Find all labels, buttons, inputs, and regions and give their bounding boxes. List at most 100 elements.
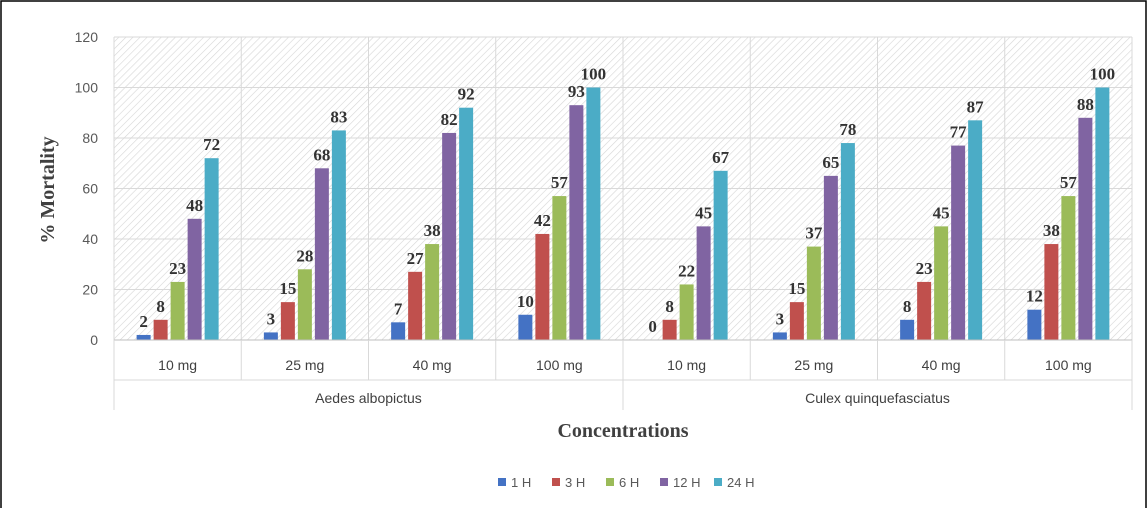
data-label: 3 [776, 309, 785, 328]
y-tick-label: 120 [75, 29, 99, 45]
data-label: 38 [1043, 221, 1060, 240]
legend-swatch [714, 478, 722, 486]
bar [840, 143, 855, 340]
data-label: 23 [916, 259, 933, 278]
x-tick-label: 100 mg [1045, 357, 1092, 373]
bar [425, 244, 440, 340]
legend-swatch [552, 478, 560, 486]
x-tick-label: 10 mg [667, 357, 706, 373]
bar [136, 334, 151, 340]
legend-label: 3 H [565, 475, 585, 490]
bar [951, 145, 966, 340]
data-label: 38 [424, 221, 441, 240]
bar [314, 168, 329, 340]
bar [713, 170, 728, 340]
x-tick-label: 10 mg [158, 357, 197, 373]
bar [696, 226, 711, 340]
data-label: 8 [156, 297, 165, 316]
bar [789, 302, 804, 340]
data-label: 37 [805, 224, 823, 243]
group-label: Aedes albopictus [315, 390, 422, 406]
legend-swatch [498, 478, 506, 486]
data-label: 65 [822, 153, 839, 172]
data-label: 15 [788, 279, 805, 298]
legend-label: 24 H [727, 475, 754, 490]
data-label: 27 [407, 249, 425, 268]
y-tick-label: 0 [90, 332, 98, 348]
data-label: 92 [458, 85, 475, 104]
y-tick-label: 100 [75, 80, 99, 96]
gridlines [113, 36, 1133, 341]
x-tick-label: 100 mg [536, 357, 583, 373]
bar [459, 107, 474, 340]
data-label: 72 [203, 135, 220, 154]
bar [917, 281, 932, 340]
data-label: 68 [313, 145, 330, 164]
bar [823, 175, 838, 340]
bar [204, 158, 219, 340]
bar [187, 218, 202, 340]
data-label: 88 [1077, 95, 1094, 114]
bar [900, 319, 915, 340]
data-label: 28 [296, 246, 313, 265]
x-tick-label: 25 mg [285, 357, 324, 373]
x-tick-label: 40 mg [413, 357, 452, 373]
bar [552, 196, 567, 340]
legend-swatch [606, 478, 614, 486]
data-label: 22 [678, 261, 695, 280]
data-label: 48 [186, 196, 203, 215]
data-label: 42 [534, 211, 551, 230]
data-label: 12 [1026, 287, 1043, 306]
group-label: Culex quinquefasciatus [805, 390, 950, 406]
y-tick-label: 80 [82, 130, 98, 146]
data-label: 8 [665, 297, 674, 316]
legend: 1 H 3 H 6 H 12 H 24 H [498, 475, 754, 490]
bar [170, 281, 185, 340]
bar [280, 302, 295, 340]
data-label: 82 [441, 110, 458, 129]
y-tick-label: 60 [82, 181, 98, 197]
bar [535, 233, 550, 340]
bar [586, 87, 601, 340]
bar [968, 120, 983, 340]
bar [297, 269, 312, 340]
bar [1095, 87, 1110, 340]
bar [442, 132, 457, 340]
data-labels: 2 37 100 3812815274281523382328385722374557… [139, 65, 1115, 337]
data-label: 2 [139, 312, 148, 331]
data-label: 10 [517, 292, 534, 311]
y-tick-label: 40 [82, 231, 98, 247]
bar [1078, 117, 1093, 340]
data-label: 78 [839, 120, 856, 139]
bar [806, 246, 821, 340]
legend-label: 1 H [511, 475, 531, 490]
bar [569, 105, 584, 340]
data-label: 100 [581, 65, 607, 84]
bar [772, 332, 787, 340]
data-label: 8 [903, 297, 912, 316]
data-label: 15 [279, 279, 296, 298]
bar [1044, 244, 1059, 340]
bar [679, 284, 694, 340]
y-tick-label: 20 [82, 282, 98, 298]
data-label: 93 [568, 82, 585, 101]
data-label: 3 [267, 309, 276, 328]
x-tick-label: 40 mg [922, 357, 961, 373]
data-label: 67 [712, 148, 730, 167]
legend-label: 6 H [619, 475, 639, 490]
data-label: 87 [967, 97, 985, 116]
bar [1061, 196, 1076, 340]
data-label: 45 [695, 203, 712, 222]
y-axis-title: % Mortality [37, 136, 59, 243]
data-label: 23 [169, 259, 186, 278]
x-tick-label: 25 mg [794, 357, 833, 373]
bar [662, 319, 677, 340]
data-label: 0 [648, 317, 657, 336]
bars [136, 87, 1110, 340]
data-label: 57 [1060, 173, 1078, 192]
bar [153, 319, 168, 340]
bar [934, 226, 949, 340]
bar [331, 130, 346, 340]
